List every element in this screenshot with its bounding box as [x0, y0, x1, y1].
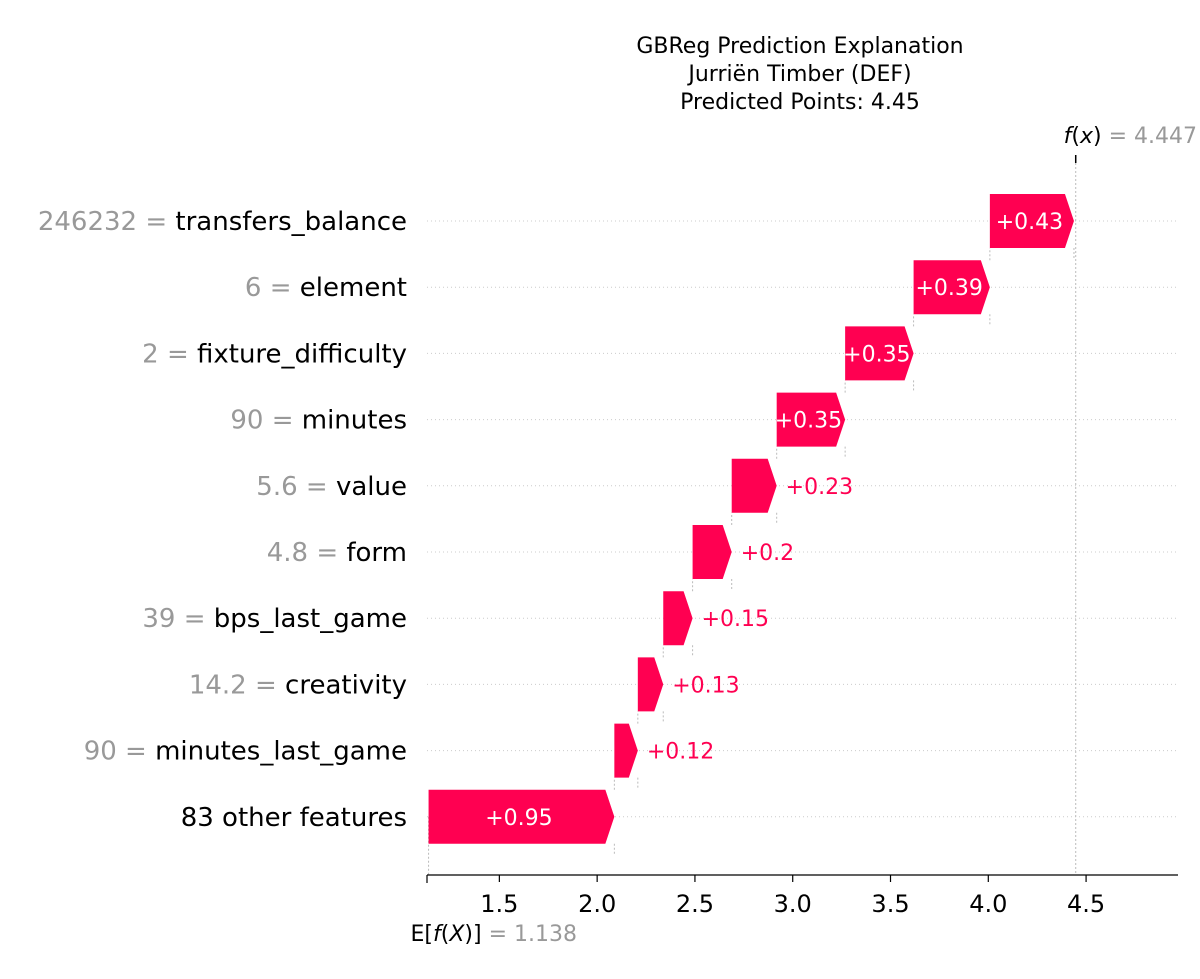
x-tick-label: 1.5: [480, 890, 518, 918]
feature-label: 83 other features: [181, 803, 407, 833]
bar-value-label: +0.35: [775, 409, 842, 434]
feature-label: 2 = fixture_difficulty: [142, 339, 407, 369]
feature-label: 246232 = transfers_balance: [38, 207, 407, 237]
feature-label: 39 = bps_last_game: [142, 604, 407, 634]
x-tick-label: 4.5: [1067, 890, 1105, 918]
x-tick-label: 4.0: [969, 890, 1007, 918]
bar-value-label: +0.35: [843, 342, 910, 367]
bar-value-label: +0.23: [786, 475, 853, 500]
feature-label: 14.2 = creativity: [189, 670, 407, 700]
chart-title-line-1: GBReg Prediction Explanation: [636, 34, 963, 59]
feature-label: 90 = minutes: [230, 406, 407, 436]
chart-title-line-2: Jurriën Timber (DEF): [686, 62, 911, 87]
x-tick-label: 2.5: [676, 890, 714, 918]
waterfall-bar: [776, 392, 846, 447]
x-tick-label: 3.0: [774, 890, 812, 918]
feature-label: 6 = element: [245, 273, 407, 303]
waterfall-bar: [913, 260, 990, 315]
waterfall-bar: [731, 458, 777, 513]
base-value-label: E[f(X)] = 1.138: [411, 922, 577, 947]
bar-value-label: +0.39: [916, 276, 983, 301]
waterfall-bar: [845, 326, 914, 381]
feature-label: 4.8 = form: [267, 538, 407, 568]
bar-value-label: +0.12: [647, 740, 714, 765]
x-tick-label: 2.0: [578, 890, 616, 918]
feature-label: 90 = minutes_last_game: [84, 737, 407, 767]
waterfall-bar: [614, 723, 638, 778]
waterfall-bar: [428, 789, 615, 844]
waterfall-bar: [692, 525, 732, 579]
feature-label: 5.6 = value: [256, 472, 407, 502]
x-tick-label: 3.5: [871, 890, 909, 918]
bar-value-label: +0.2: [741, 541, 794, 566]
output-value-label: f(x) = 4.447: [1064, 124, 1197, 149]
bar-value-label: +0.43: [996, 210, 1063, 235]
bar-value-label: +0.15: [702, 607, 769, 632]
bar-value-label: +0.13: [672, 673, 739, 698]
waterfall-bar: [663, 591, 693, 646]
waterfall-bar: [989, 194, 1074, 248]
bar-value-label: +0.95: [485, 806, 552, 831]
chart-title-line-3: Predicted Points: 4.45: [680, 90, 920, 115]
waterfall-bar: [637, 657, 664, 712]
